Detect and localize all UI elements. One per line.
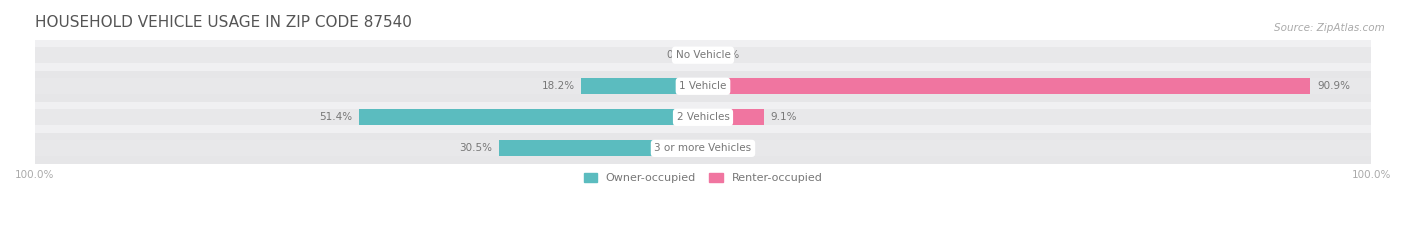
Text: 0.0%: 0.0% (666, 50, 693, 60)
Bar (703, 109, 1371, 125)
Bar (581, 78, 703, 94)
Text: 90.9%: 90.9% (1317, 81, 1350, 91)
Text: 0.0%: 0.0% (713, 143, 740, 153)
Text: Source: ZipAtlas.com: Source: ZipAtlas.com (1274, 23, 1385, 33)
Text: 51.4%: 51.4% (319, 112, 353, 122)
Bar (703, 109, 763, 125)
Bar (35, 40, 1371, 71)
Bar (703, 47, 1371, 63)
Text: HOUSEHOLD VEHICLE USAGE IN ZIP CODE 87540: HOUSEHOLD VEHICLE USAGE IN ZIP CODE 8754… (35, 15, 412, 30)
Text: 30.5%: 30.5% (460, 143, 492, 153)
Bar (35, 47, 703, 63)
Bar (703, 78, 1371, 94)
Bar (35, 78, 703, 94)
Bar (703, 78, 1310, 94)
Text: 9.1%: 9.1% (770, 112, 797, 122)
Bar (499, 140, 703, 156)
Bar (35, 109, 703, 125)
Bar (35, 133, 1371, 164)
Bar (360, 109, 703, 125)
Text: 2 Vehicles: 2 Vehicles (676, 112, 730, 122)
Legend: Owner-occupied, Renter-occupied: Owner-occupied, Renter-occupied (579, 168, 827, 188)
Bar (703, 140, 1371, 156)
Text: 0.0%: 0.0% (713, 50, 740, 60)
Text: 1 Vehicle: 1 Vehicle (679, 81, 727, 91)
Text: 18.2%: 18.2% (541, 81, 575, 91)
Bar (35, 71, 1371, 102)
Bar (35, 102, 1371, 133)
Bar (35, 140, 703, 156)
Text: 3 or more Vehicles: 3 or more Vehicles (654, 143, 752, 153)
Text: No Vehicle: No Vehicle (675, 50, 731, 60)
